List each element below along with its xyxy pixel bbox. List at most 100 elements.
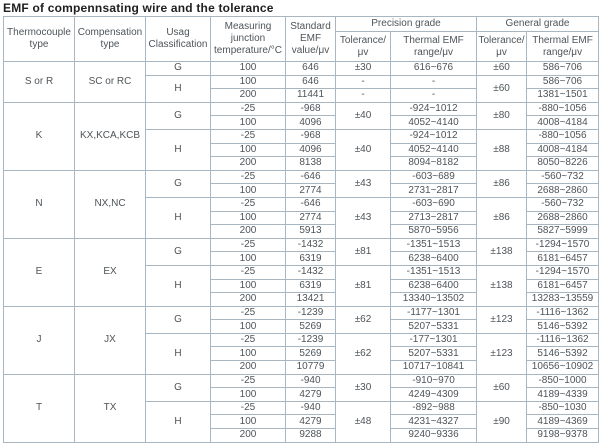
precision-range-cell: 5870~5956	[389, 224, 478, 239]
thermocouple-type-cell: S or R	[3, 61, 75, 103]
precision-range-cell: -1177~1301	[389, 305, 478, 321]
emf-value-cell: 2774	[285, 183, 336, 198]
precision-range-cell: -	[389, 88, 478, 103]
table-row: 100 4279 4249~4309 4189~4339	[4, 387, 600, 402]
precision-tolerance-cell: -	[335, 74, 391, 90]
compensation-type-cell: NX,NC	[74, 169, 146, 239]
general-range-cell: -560~732	[526, 169, 600, 185]
precision-tolerance-cell: -	[335, 88, 391, 103]
general-tolerance-cell: ±80	[476, 101, 528, 130]
table-row: N NX,NC G -25 -646 ±43 -603~689 ±86 -560~732	[3, 169, 600, 239]
emf-value-cell: 10779	[285, 360, 336, 375]
table-row: E EX G -25 -1432 ±81 -1351~1513 ±138 -1294~1570	[3, 237, 600, 307]
general-range-cell: 10656~10902	[526, 360, 600, 375]
classification-cell: H	[145, 196, 211, 239]
table-row: 200 8138 8094~8182 8050~8226	[4, 156, 600, 171]
col-header-thermocouple-type: Thermocouple type	[3, 16, 75, 62]
precision-range-cell: 13340~13502	[389, 292, 478, 307]
table-row: J JX G -25 -1239 ±62 -1177~1301 ±123 -1116~1362	[3, 305, 600, 375]
precision-range-cell: 2713~2817	[389, 210, 478, 226]
general-range-cell: -1116~1362	[526, 305, 600, 321]
emf-value-cell: 4096	[285, 115, 336, 130]
emf-value-cell: 646	[285, 74, 336, 90]
general-tolerance-cell: ±90	[476, 400, 528, 443]
general-range-cell: -1294~1570	[526, 264, 600, 280]
temperature-cell: -25	[210, 264, 286, 280]
general-range-cell: 6181~6457	[526, 251, 600, 266]
classification-cell: G	[145, 61, 211, 76]
temperature-cell: 100	[210, 61, 286, 76]
general-tolerance-cell: ±88	[476, 128, 528, 171]
general-tolerance-cell: ±86	[476, 196, 528, 239]
emf-value-cell: 2774	[285, 210, 336, 226]
table-row: 200 5913 5870~5956 5827~5999	[4, 224, 600, 239]
table-row: 200 10779 10717~10841 10656~10902	[4, 360, 600, 375]
table-row: H 100 646- - ±60 586~706	[4, 74, 600, 103]
col-header-general-range: Thermal EMF range/μv	[526, 31, 600, 62]
thermocouple-type-cell: E	[3, 237, 75, 307]
general-range-cell: 5827~5999	[526, 224, 600, 239]
thermocouple-type-cell: K	[3, 101, 75, 171]
temperature-cell: 200	[210, 88, 286, 103]
emf-value-cell: 6319	[285, 278, 336, 294]
general-range-cell: 5146~5392	[526, 346, 600, 362]
emf-value-cell: 9288	[285, 428, 336, 443]
emf-value-cell: -646	[285, 196, 336, 212]
temperature-cell: 200	[210, 360, 286, 375]
precision-range-cell: -924~1012	[389, 101, 478, 117]
temperature-cell: -25	[210, 400, 286, 416]
general-range-cell: 4189~4339	[526, 387, 600, 402]
temperature-cell: 200	[210, 224, 286, 239]
col-header-compensation-type: Compensation type	[74, 16, 146, 62]
general-tolerance-cell: ±86	[476, 169, 528, 198]
general-range-cell: -880~1056	[526, 101, 600, 117]
temperature-cell: 100	[210, 319, 286, 334]
precision-tolerance-cell: ±30	[335, 61, 391, 76]
general-range-cell: 6181~6457	[526, 278, 600, 294]
emf-value-cell: -1432	[285, 264, 336, 280]
emf-value-cell: -968	[285, 101, 336, 117]
general-range-cell: 1381~1501	[526, 88, 600, 103]
col-header-precision-range: Thermal EMF range/μv	[389, 31, 478, 62]
temperature-cell: 100	[210, 210, 286, 226]
precision-range-cell: -603~690	[389, 196, 478, 212]
general-range-cell: 4008~4184	[526, 142, 600, 158]
header-row-sub: Tolerance/ μv Thermal EMF range/μv Toler…	[4, 31, 600, 62]
emf-value-cell: -940	[285, 400, 336, 416]
precision-range-cell: 616~676	[389, 61, 478, 76]
precision-tolerance-cell: ±43	[335, 169, 391, 198]
table-row: H -25 -940 ±48 -892~988 ±90 -850~1030	[4, 400, 600, 443]
general-range-cell: -880~1056	[526, 128, 600, 144]
precision-range-cell: 6238~6400	[389, 251, 478, 266]
general-range-cell: -850~1030	[526, 400, 600, 416]
table-body: S or R SC or RC G 100 646 ±30 616~676 ±60 586~70…	[3, 61, 600, 443]
classification-cell: G	[145, 305, 211, 334]
temperature-cell: 100	[210, 414, 286, 430]
precision-range-cell: 2731~2817	[389, 183, 478, 198]
temperature-cell: -25	[210, 373, 286, 389]
col-header-precision-grade: Precision grade	[334, 16, 478, 32]
temperature-cell: 100	[210, 183, 286, 198]
emf-value-cell: -1239	[285, 305, 336, 321]
precision-range-cell: -	[389, 74, 478, 90]
temperature-cell: 200	[210, 428, 286, 443]
precision-range-cell: -892~988	[389, 400, 478, 416]
precision-range-cell: -910~970	[389, 373, 478, 389]
general-range-cell: 8050~8226	[526, 156, 600, 171]
table-row: H -25 -1432 ±81 -1351~1513 ±138 -1294~1570	[4, 264, 600, 307]
emf-value-cell: 11441	[285, 88, 336, 103]
classification-cell: H	[145, 128, 211, 171]
general-range-cell: 4008~4184	[526, 115, 600, 130]
col-header-usag-classification: Usag Classification	[145, 16, 211, 62]
table-row: 200 11441- -1381~1501	[4, 88, 600, 103]
temperature-cell: 100	[210, 115, 286, 130]
col-header-standard-emf-value: Standard EMF value/μv	[285, 16, 336, 62]
table-row: 100 4096 4052~4140 4008~4184	[4, 115, 600, 130]
precision-tolerance-cell: ±30	[335, 373, 391, 402]
emf-value-cell: 4279	[285, 414, 336, 430]
general-tolerance-cell: ±123	[476, 305, 528, 334]
classification-cell: G	[145, 169, 211, 198]
precision-range-cell: -924~1012	[389, 128, 478, 144]
table-row: H -25 -1239 ±62 -177~1301 ±123 -1116~1362	[4, 332, 600, 375]
